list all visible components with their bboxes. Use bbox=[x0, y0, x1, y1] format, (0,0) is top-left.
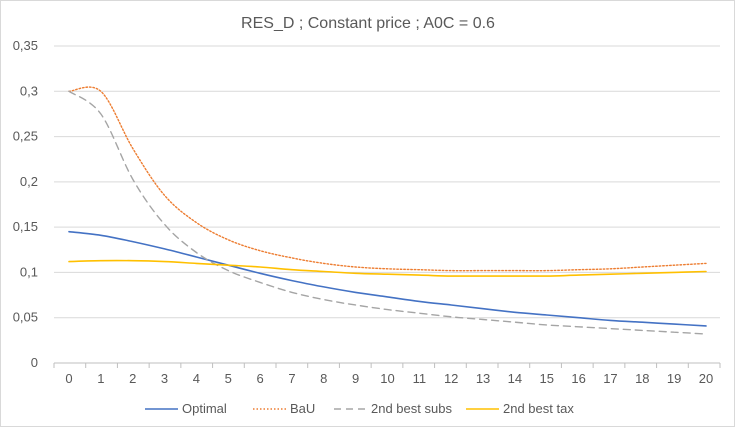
x-tick-label: 6 bbox=[256, 371, 263, 386]
y-tick-label: 0,1 bbox=[20, 264, 38, 279]
y-tick-label: 0,15 bbox=[13, 219, 38, 234]
x-tick-label: 3 bbox=[161, 371, 168, 386]
x-tick-label: 1 bbox=[97, 371, 104, 386]
x-tick-label: 13 bbox=[476, 371, 490, 386]
series-line-bau bbox=[68, 86, 707, 272]
legend-label-optimal: Optimal bbox=[182, 401, 227, 416]
y-tick-label: 0,05 bbox=[13, 310, 38, 325]
y-tick-label: 0,2 bbox=[20, 174, 38, 189]
legend-label-2nd-best-tax: 2nd best tax bbox=[503, 401, 574, 416]
y-tick-label: 0,35 bbox=[13, 38, 38, 53]
x-tick-label: 11 bbox=[413, 371, 427, 386]
chart-title: RES_D ; Constant price ; A0C = 0.6 bbox=[241, 15, 495, 32]
y-tick-label: 0,3 bbox=[20, 83, 38, 98]
legend-label-bau: BaU bbox=[290, 401, 315, 416]
legend: Optimal BaU 2nd best subs 2nd best tax bbox=[145, 401, 574, 416]
x-axis-tick-labels: 0 1 2 3 4 5 6 7 8 9 10 11 12 13 14 15 16 17 18 19 20 bbox=[65, 371, 713, 386]
y-tick-label: 0,25 bbox=[13, 129, 38, 144]
x-tick-label: 7 bbox=[288, 371, 295, 386]
legend-label-2nd-best-subs: 2nd best subs bbox=[371, 401, 452, 416]
x-tick-label: 17 bbox=[603, 371, 617, 386]
x-tick-label: 10 bbox=[380, 371, 394, 386]
x-tick-label: 0 bbox=[65, 371, 72, 386]
y-tick-label: 0 bbox=[31, 355, 38, 370]
x-tick-label: 4 bbox=[193, 371, 200, 386]
y-axis-tick-labels: 0 0,05 0,1 0,15 0,2 0,25 0,3 0,35 bbox=[13, 38, 38, 370]
x-tick-label: 20 bbox=[699, 371, 713, 386]
x-tick-label: 2 bbox=[129, 371, 136, 386]
gridlines bbox=[54, 45, 720, 319]
series-line-optimal bbox=[68, 230, 707, 327]
series-line-2nd-best-subs bbox=[68, 90, 707, 335]
series-line-2nd-best-tax bbox=[68, 259, 707, 277]
x-tick-label: 18 bbox=[635, 371, 649, 386]
x-axis bbox=[53, 362, 721, 368]
x-tick-label: 19 bbox=[667, 371, 681, 386]
x-tick-label: 5 bbox=[225, 371, 232, 386]
x-tick-label: 12 bbox=[444, 371, 458, 386]
series-lines bbox=[68, 86, 707, 335]
x-tick-label: 14 bbox=[508, 371, 522, 386]
x-tick-label: 16 bbox=[571, 371, 585, 386]
x-tick-label: 8 bbox=[320, 371, 327, 386]
x-tick-label: 15 bbox=[540, 371, 554, 386]
x-tick-label: 9 bbox=[352, 371, 359, 386]
